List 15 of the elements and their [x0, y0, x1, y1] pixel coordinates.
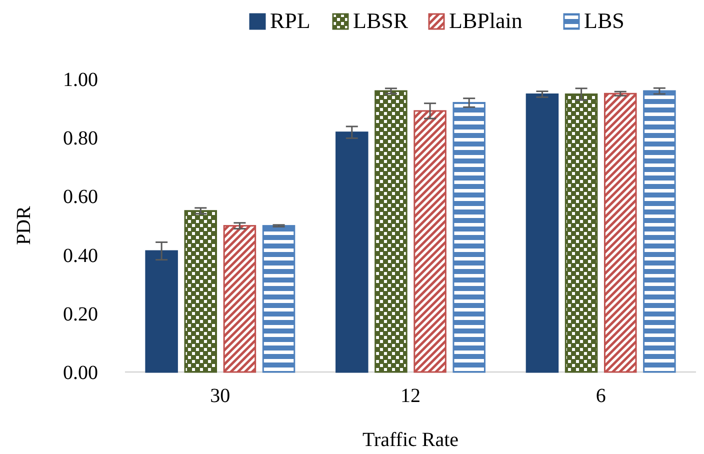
legend-label: LBSR [353, 8, 408, 33]
y-tick-label: 0.80 [63, 128, 98, 150]
y-tick-label: 0.20 [63, 303, 98, 326]
y-tick-label: 1.00 [63, 69, 98, 91]
x-tick-label: 6 [596, 385, 606, 407]
legend-label: RPL [270, 8, 310, 33]
y-axis-title: PDR [13, 205, 35, 245]
legend-label: LBPlain [449, 8, 522, 33]
x-tick-label: 12 [400, 385, 420, 407]
y-tick-label: 0.40 [63, 244, 98, 267]
y-tick-label: 0.00 [63, 362, 98, 384]
x-axis-title: Traffic Rate [362, 429, 459, 451]
legend-label: LBS [584, 8, 624, 33]
x-tick-label: 30 [210, 385, 230, 407]
y-tick-label: 0.60 [63, 186, 98, 208]
